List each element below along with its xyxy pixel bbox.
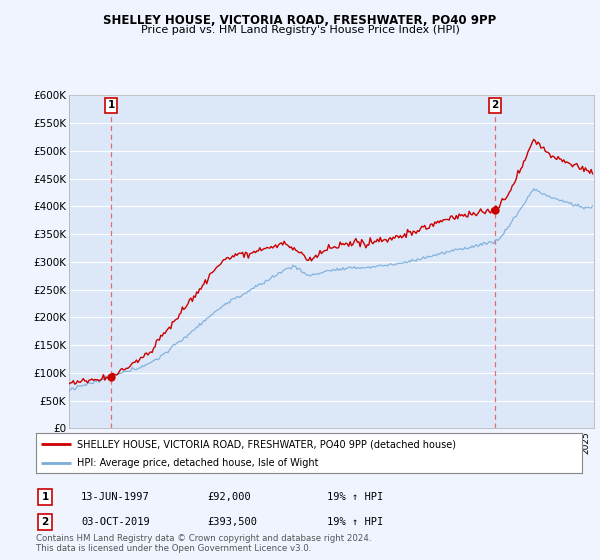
Text: 1: 1 — [41, 492, 49, 502]
Text: 19% ↑ HPI: 19% ↑ HPI — [327, 517, 383, 527]
Text: 1: 1 — [107, 100, 115, 110]
Text: 19% ↑ HPI: 19% ↑ HPI — [327, 492, 383, 502]
Text: £393,500: £393,500 — [207, 517, 257, 527]
Text: Price paid vs. HM Land Registry's House Price Index (HPI): Price paid vs. HM Land Registry's House … — [140, 25, 460, 35]
Text: This data is licensed under the Open Government Licence v3.0.: This data is licensed under the Open Gov… — [36, 544, 311, 553]
Text: 13-JUN-1997: 13-JUN-1997 — [81, 492, 150, 502]
Text: 2: 2 — [491, 100, 499, 110]
Text: Contains HM Land Registry data © Crown copyright and database right 2024.: Contains HM Land Registry data © Crown c… — [36, 534, 371, 543]
Text: HPI: Average price, detached house, Isle of Wight: HPI: Average price, detached house, Isle… — [77, 458, 319, 468]
Text: SHELLEY HOUSE, VICTORIA ROAD, FRESHWATER, PO40 9PP: SHELLEY HOUSE, VICTORIA ROAD, FRESHWATER… — [103, 14, 497, 27]
Text: 03-OCT-2019: 03-OCT-2019 — [81, 517, 150, 527]
Text: £92,000: £92,000 — [207, 492, 251, 502]
Text: 2: 2 — [41, 517, 49, 527]
Text: SHELLEY HOUSE, VICTORIA ROAD, FRESHWATER, PO40 9PP (detached house): SHELLEY HOUSE, VICTORIA ROAD, FRESHWATER… — [77, 439, 456, 449]
